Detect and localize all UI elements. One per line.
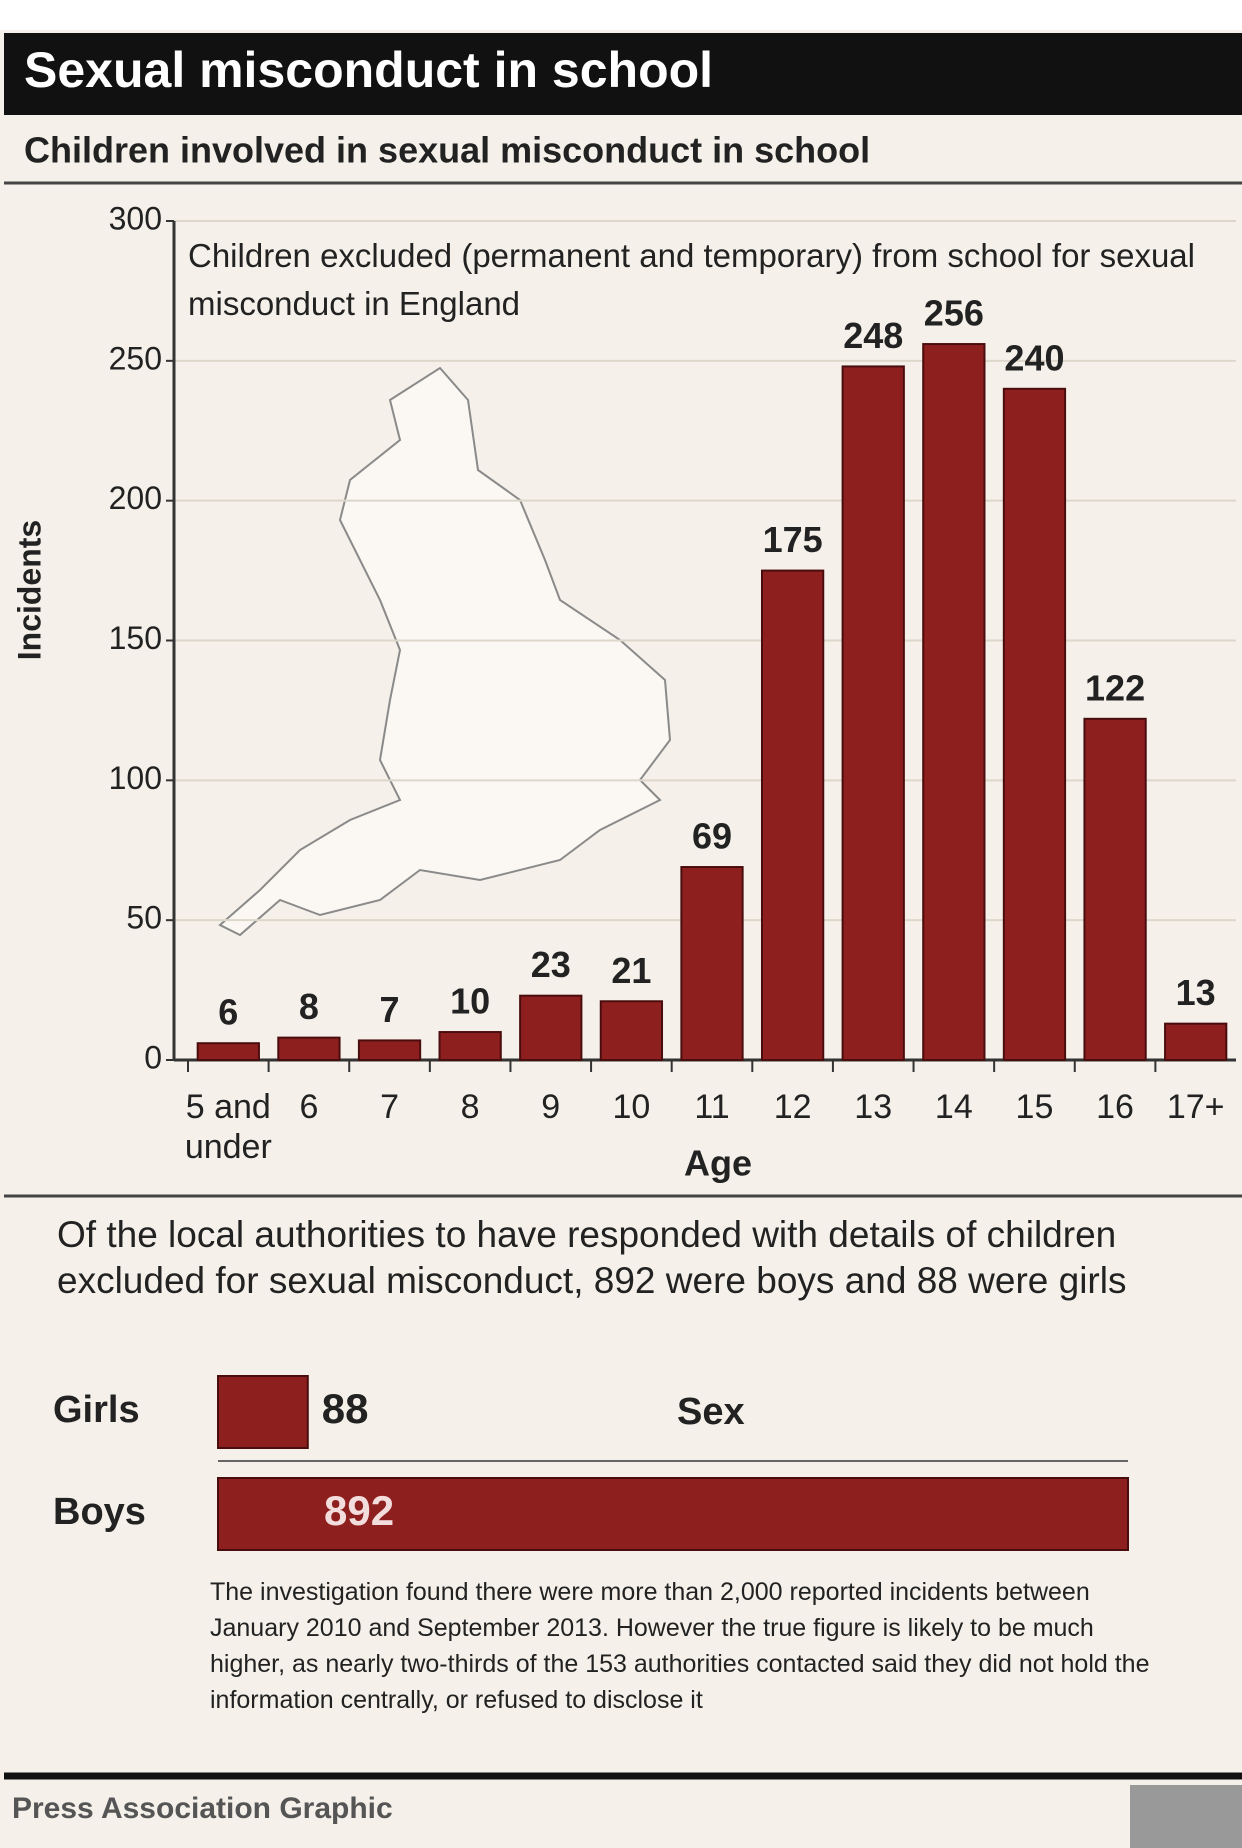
y-tick-label: 150 — [109, 620, 162, 656]
header-bar — [4, 33, 1242, 115]
category-label: Girls — [53, 1389, 140, 1431]
y-axis-label: Incidents — [11, 520, 47, 660]
bar — [922, 343, 986, 1061]
corner-block — [1130, 1785, 1242, 1848]
value-label: 256 — [924, 293, 984, 334]
y-tick-label: 100 — [109, 760, 162, 796]
x-tick-label: 13 — [854, 1088, 893, 1126]
value-label: 23 — [531, 944, 571, 985]
title: Sexual misconduct in school — [24, 42, 713, 98]
y-tick-label: 200 — [109, 480, 162, 516]
y-tick-label: 300 — [109, 200, 162, 236]
bar — [277, 1036, 341, 1062]
x-tick-label: 15 — [1015, 1088, 1054, 1126]
section-text: Of the local authorities to have respond… — [57, 1214, 1127, 1301]
x-tick-label: 8 — [460, 1088, 480, 1126]
value-label: 248 — [843, 315, 903, 356]
footer: Press Association Graphic — [12, 1792, 393, 1825]
section-title: Sex — [677, 1391, 745, 1433]
value-label: 10 — [450, 981, 490, 1022]
bar — [217, 1375, 309, 1449]
bar — [680, 866, 744, 1062]
top-margin — [0, 0, 1242, 30]
y-tick-label: 0 — [144, 1039, 162, 1075]
chart-annotation: Children excluded (permanent and tempora… — [188, 237, 1195, 322]
category-label: Boys — [53, 1491, 146, 1533]
subtitle: Children involved in sexual misconduct i… — [24, 130, 870, 171]
y-tick-label: 50 — [126, 900, 162, 936]
x-tick-label: 12 — [773, 1088, 812, 1126]
y-tick-label: 250 — [109, 340, 162, 376]
value-label: 8 — [299, 986, 319, 1027]
value-label: 122 — [1085, 667, 1145, 708]
x-tick-label: 17+ — [1166, 1088, 1225, 1126]
value-label: 240 — [1004, 337, 1064, 378]
bar — [519, 994, 583, 1062]
x-tick-label: 9 — [541, 1088, 561, 1126]
value-label: 88 — [322, 1385, 369, 1432]
bar — [357, 1039, 422, 1062]
bar — [438, 1031, 502, 1061]
x-tick-label: 5 and under — [184, 1088, 272, 1166]
value-label: 175 — [763, 519, 823, 560]
value-label: 69 — [692, 816, 732, 857]
bar — [1002, 387, 1067, 1061]
bar — [841, 365, 905, 1061]
value-label: 7 — [380, 989, 400, 1030]
value-label: 13 — [1176, 972, 1216, 1013]
x-tick-label: 16 — [1096, 1088, 1134, 1126]
bar — [217, 1477, 1129, 1551]
value-label: 21 — [611, 950, 651, 991]
bar — [760, 569, 825, 1061]
england-map — [218, 366, 672, 937]
x-tick-label: 10 — [612, 1088, 651, 1126]
bar — [599, 1000, 664, 1062]
x-tick-label: 11 — [694, 1088, 730, 1126]
value-label: 892 — [324, 1487, 394, 1534]
bar — [1083, 717, 1147, 1061]
x-axis-label: Age — [684, 1143, 752, 1184]
x-tick-label: 7 — [380, 1088, 399, 1126]
note: The investigation found there were more … — [210, 1578, 1150, 1714]
value-label: 6 — [218, 992, 238, 1033]
x-tick-label: 6 — [299, 1088, 319, 1126]
bar — [1164, 1022, 1228, 1061]
x-tick-label: 14 — [934, 1088, 973, 1126]
bar — [196, 1042, 260, 1061]
